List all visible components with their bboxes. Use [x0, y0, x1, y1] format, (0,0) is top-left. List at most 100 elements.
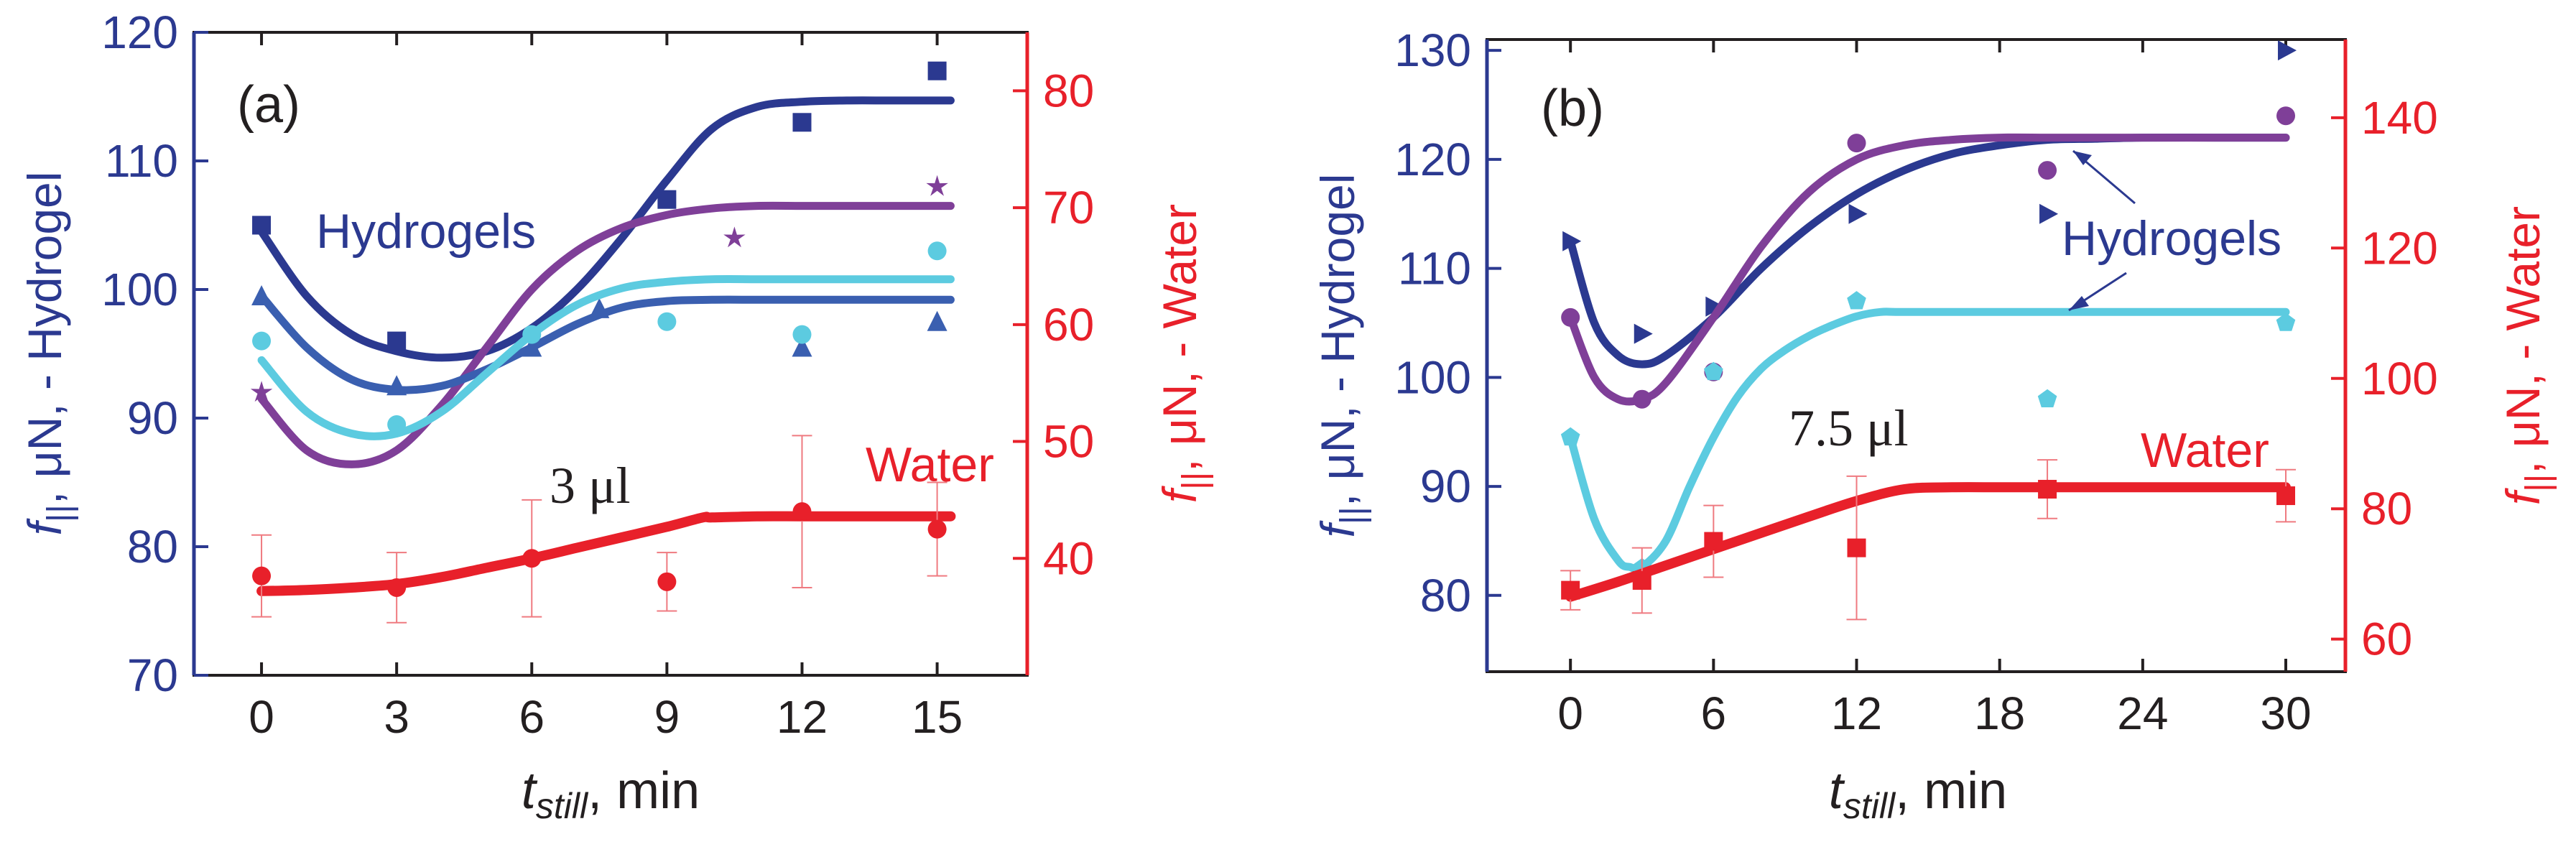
- data-point: [2276, 486, 2296, 506]
- data-point: [386, 375, 407, 396]
- data-point: [2038, 479, 2057, 499]
- data-point: [1847, 291, 1866, 310]
- data-point: [1705, 296, 1725, 317]
- series-water: [1560, 459, 2297, 621]
- data-point: [2278, 40, 2297, 61]
- y-right-tick-label: 80: [2361, 483, 2412, 534]
- data-point: [927, 241, 947, 261]
- data-point: [387, 331, 407, 351]
- ticks-panel-b: 0 6 12 18 24 30 80 90 100 110 120 130 60 80 100 120 140: [1394, 24, 2438, 739]
- data-point: [2276, 106, 2296, 126]
- series-hydrogel-1: [252, 61, 955, 362]
- y-left-tick-label: 100: [101, 264, 178, 315]
- y-right-tick-label: 140: [2361, 92, 2438, 144]
- fit-curve: [256, 511, 956, 596]
- data-point: [1634, 323, 1653, 344]
- data-point: [657, 312, 677, 331]
- fit-curve: [1566, 307, 2290, 573]
- data-point: [926, 175, 948, 196]
- y-right-tick-label: 50: [1043, 416, 1094, 468]
- series-hydrogel-3: [251, 284, 955, 396]
- data-point: [1848, 203, 1868, 224]
- y-left-tick-label: 120: [1394, 134, 1471, 185]
- data-point: [723, 226, 746, 248]
- fit-curve: [1566, 133, 2290, 406]
- x-tick-label: 9: [654, 691, 680, 743]
- data-point: [1847, 134, 1866, 153]
- data-point: [2276, 312, 2296, 331]
- panel-label-a: (a): [237, 76, 300, 134]
- data-point: [2039, 203, 2059, 224]
- data-point: [522, 336, 542, 357]
- data-point: [1704, 532, 1723, 551]
- data-point: [927, 310, 948, 331]
- right-axis-title-b: f||, μN, - Water: [2496, 206, 2557, 505]
- data-point: [927, 519, 947, 539]
- y-left-tick-label: 110: [1398, 243, 1471, 295]
- hydrogel-arrowhead-upper: [2073, 151, 2092, 165]
- data-point: [251, 284, 272, 305]
- data-point: [792, 325, 812, 344]
- data-point: [2037, 389, 2057, 407]
- data-point: [657, 572, 677, 591]
- data-point: [657, 190, 677, 209]
- data-point: [252, 331, 272, 351]
- y-left-tick-label: 100: [1394, 351, 1471, 403]
- water-label-a: Water: [866, 437, 994, 492]
- ticks-panel-a: 0 3 6 9 12 15 70 80 90 100 110 120 40 50 60 70 80: [101, 6, 1094, 743]
- series-water: [251, 435, 956, 624]
- data-point: [522, 549, 542, 568]
- data-point: [792, 113, 812, 132]
- chart-panel-b: 0 6 12 18 24 3080901001101201306080100120140 …: [1311, 24, 2557, 826]
- fit-curve: [257, 292, 955, 394]
- data-point: [522, 325, 542, 344]
- x-tick-label: 0: [249, 691, 274, 743]
- data-point: [1561, 580, 1580, 600]
- fit-curve: [257, 201, 955, 468]
- y-left-tick-label: 80: [1420, 570, 1471, 621]
- series-hydrogel-3: [1560, 291, 2296, 577]
- data-point: [2038, 161, 2057, 180]
- data-point: [589, 297, 610, 318]
- series-hydrogel-2: [250, 175, 955, 468]
- series-hydrogel-4: [252, 241, 955, 440]
- panel-label-b: (b): [1541, 80, 1604, 137]
- y-left-tick-label: 90: [1420, 460, 1471, 512]
- y-right-tick-label: 60: [1043, 299, 1094, 351]
- data-point: [1561, 307, 1580, 327]
- volume-label-b: 7.5 μl: [1789, 399, 1909, 457]
- fit-curve: [257, 96, 955, 362]
- chart-panel-a: 0 3 6 9 12 15 70 80 90 100 110 120 40 50 60 70 80 (a) Hy…: [18, 6, 1214, 826]
- x-tick-label: 12: [1831, 687, 1882, 739]
- data-point: [387, 415, 407, 434]
- data-point: [792, 336, 812, 357]
- data-point: [1704, 361, 1723, 381]
- x-tick-label: 6: [1701, 687, 1727, 739]
- data-point: [927, 61, 947, 80]
- y-left-tick-label: 70: [127, 649, 178, 701]
- hydrogel-label-b: Hydrogels: [2062, 211, 2281, 266]
- y-right-tick-label: 80: [1043, 65, 1094, 116]
- y-left-tick-label: 130: [1394, 24, 1471, 76]
- water-label-b: Water: [2141, 423, 2269, 478]
- series-panel-b: [1560, 40, 2297, 621]
- volume-label-a: 3 μl: [550, 457, 631, 514]
- data-point: [1632, 570, 1651, 590]
- left-axis-title-a: f||, μN, - Hydrogel: [18, 172, 79, 536]
- x-axis-title-b: tstill, min: [1829, 762, 2007, 826]
- data-point: [792, 502, 812, 522]
- y-right-tick-label: 40: [1043, 532, 1094, 584]
- x-tick-label: 30: [2260, 687, 2311, 739]
- data-point: [252, 216, 272, 235]
- data-point: [387, 578, 407, 597]
- left-axis-title-b: f||, μN, - Hydrogel: [1311, 174, 1372, 538]
- x-tick-label: 12: [777, 691, 828, 743]
- x-tick-label: 15: [912, 691, 963, 743]
- y-right-tick-label: 100: [2361, 353, 2438, 404]
- y-right-tick-label: 60: [2361, 613, 2412, 665]
- data-point: [1560, 427, 1580, 446]
- y-left-tick-label: 90: [127, 392, 178, 444]
- x-tick-label: 18: [1974, 687, 2025, 739]
- x-tick-label: 0: [1557, 687, 1583, 739]
